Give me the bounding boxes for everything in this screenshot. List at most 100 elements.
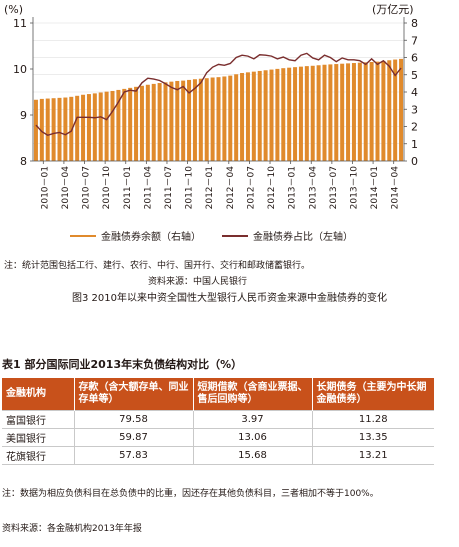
liability-structure-table: 金融机构 存款（含大额存单、同业存单等） 短期借款（含商业票据、售后回购等） 长… (2, 378, 434, 465)
right-tick-label: 4 (411, 86, 418, 99)
short-term-value: 13.06 (192, 428, 312, 447)
bar (181, 80, 186, 161)
bar (304, 66, 309, 161)
deposits-value: 59.87 (73, 428, 193, 447)
right-tick-label: 7 (411, 34, 418, 47)
short-term-value: 3.97 (192, 410, 312, 429)
bar (381, 60, 386, 162)
bar (128, 87, 133, 161)
bar (369, 61, 374, 161)
bar-series (33, 58, 404, 162)
bar (98, 92, 103, 161)
right-tick-label: 0 (411, 155, 418, 168)
right-tick-label: 1 (411, 138, 418, 151)
right-tick-label: 3 (411, 103, 418, 116)
bar (357, 62, 362, 161)
header-institution: 金融机构 (2, 378, 75, 411)
bar (157, 83, 162, 161)
x-tick-label: 2010－01 (40, 166, 50, 209)
right-tick-label: 2 (411, 121, 418, 134)
header-short-term: 短期借款（含商业票据、售后回购等） (193, 378, 313, 411)
x-tick-label: 2010－07 (82, 166, 92, 209)
bar (122, 88, 127, 161)
x-tick-label: 2014－01 (370, 166, 380, 209)
bar (328, 64, 333, 161)
bar (169, 81, 174, 161)
institution-name: 花旗银行 (2, 446, 74, 465)
bar (351, 63, 356, 161)
table-row: 美国银行 59.87 13.06 13.35 (2, 428, 434, 447)
chart-source: 资料来源：中国人民银行 (148, 277, 248, 287)
bar (145, 84, 150, 161)
bar (334, 64, 339, 161)
bar (116, 89, 121, 161)
table-row: 富国银行 79.58 3.97 11.28 (2, 410, 434, 429)
x-tick-label: 2014－04 (391, 166, 401, 210)
x-tick-label: 2012－07 (246, 166, 256, 209)
right-axis-unit: (万亿元) (372, 3, 414, 16)
x-tick-label: 2011－07 (164, 166, 174, 209)
bar (298, 66, 303, 161)
chart: 8 9 10 11 0 1 2 3 4 5 6 7 8 (%) (万亿元) 2010－01 2010－04 201… (4, 3, 418, 243)
bar (163, 82, 168, 161)
table-header-row: 金融机构 存款（含大额存单、同业存单等） 短期借款（含商业票据、售后回购等） 长… (2, 378, 434, 411)
institution-name: 美国银行 (2, 428, 74, 447)
bar (187, 79, 192, 161)
short-term-value: 15.68 (192, 446, 312, 465)
table-row: 花旗银行 57.83 15.68 13.21 (2, 446, 434, 465)
bar (45, 98, 50, 161)
bar (399, 58, 404, 161)
figure-caption: 图3 2010年以来中资全国性大型银行人民币资金来源中金融债券的变化 (72, 293, 387, 304)
x-tick-label: 2010－04 (61, 166, 71, 210)
bar (234, 74, 239, 161)
left-axis-unit: (%) (4, 3, 23, 16)
bar (363, 62, 368, 161)
bar (210, 77, 215, 161)
bar (293, 67, 298, 161)
left-tick-label: 9 (20, 109, 27, 122)
deposits-value: 57.83 (73, 446, 193, 465)
bar (63, 97, 68, 161)
bar (110, 90, 115, 161)
long-term-value: 11.28 (311, 410, 434, 429)
bar (251, 71, 256, 161)
bar (228, 75, 233, 161)
x-tick-label: 2011－01 (123, 166, 133, 209)
bar (340, 63, 345, 161)
bar (216, 77, 221, 161)
bar (322, 64, 327, 161)
x-tick-label: 2013－07 (329, 166, 339, 209)
x-tick-label: 2012－01 (205, 166, 215, 209)
deposits-value: 79.58 (73, 410, 193, 429)
bar (269, 69, 274, 161)
bar (175, 80, 180, 161)
bar (257, 70, 262, 161)
x-tick-label: 2010－10 (102, 166, 112, 210)
bar (275, 68, 280, 161)
line-path (35, 52, 402, 137)
table-title: 表1 部分国际同业2013年末负债结构对比（%） (2, 358, 243, 371)
bar (375, 61, 380, 161)
bar (57, 97, 62, 161)
bar (204, 78, 209, 161)
right-tick-label: 8 (411, 17, 418, 30)
bar (263, 70, 268, 161)
bar (346, 63, 351, 161)
long-term-value: 13.35 (311, 428, 434, 447)
bar (316, 65, 321, 161)
legend: 金融债券余额（右轴） 金融债券占比（左轴） (70, 230, 353, 243)
bar (310, 65, 315, 161)
x-tick-label: 2011－10 (185, 166, 195, 210)
bar (33, 99, 38, 161)
left-tick-label: 8 (20, 155, 27, 168)
bar (134, 86, 139, 161)
x-tick-label: 2013－10 (349, 166, 359, 210)
bar (198, 78, 203, 161)
bar (81, 94, 86, 161)
x-tick-label: 2011－04 (143, 166, 153, 210)
legend-label-bar: 金融债券余额（右轴） (101, 230, 201, 243)
left-tick-label: 11 (13, 17, 27, 30)
header-long-term: 长期债务（主要为中长期金融债券） (312, 378, 434, 411)
bar (69, 96, 74, 161)
header-deposits: 存款（含大额存单、同业存单等） (74, 378, 194, 411)
